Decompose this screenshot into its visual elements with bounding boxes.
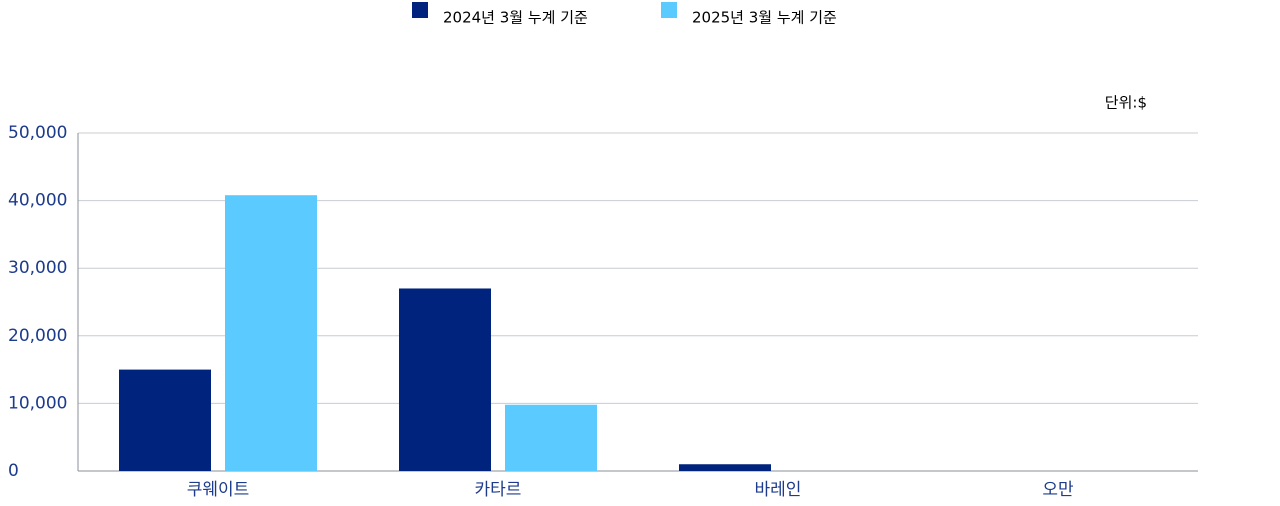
bar	[119, 369, 211, 471]
x-tick-label: 오만	[1042, 480, 1074, 500]
y-tick-label: 40,000	[8, 191, 67, 211]
legend-label: 2024년 3월 누계 기준	[443, 9, 588, 27]
y-tick-label: 30,000	[8, 258, 67, 278]
bar	[399, 288, 491, 471]
bar	[505, 404, 597, 471]
x-tick-label: 쿠웨이트	[187, 480, 250, 500]
x-tick-label: 카타르	[475, 480, 522, 500]
bar	[225, 195, 317, 471]
x-tick-label: 바레인	[755, 480, 802, 500]
y-tick-label: 0	[8, 461, 19, 481]
y-tick-label: 20,000	[8, 326, 67, 346]
legend-swatch	[661, 2, 677, 18]
y-tick-label: 50,000	[8, 123, 67, 143]
bar	[679, 464, 771, 471]
legend-swatch	[412, 2, 428, 18]
y-tick-label: 10,000	[8, 393, 67, 413]
unit-label: 단위:$	[1105, 94, 1147, 112]
legend-label: 2025년 3월 누계 기준	[692, 9, 837, 27]
